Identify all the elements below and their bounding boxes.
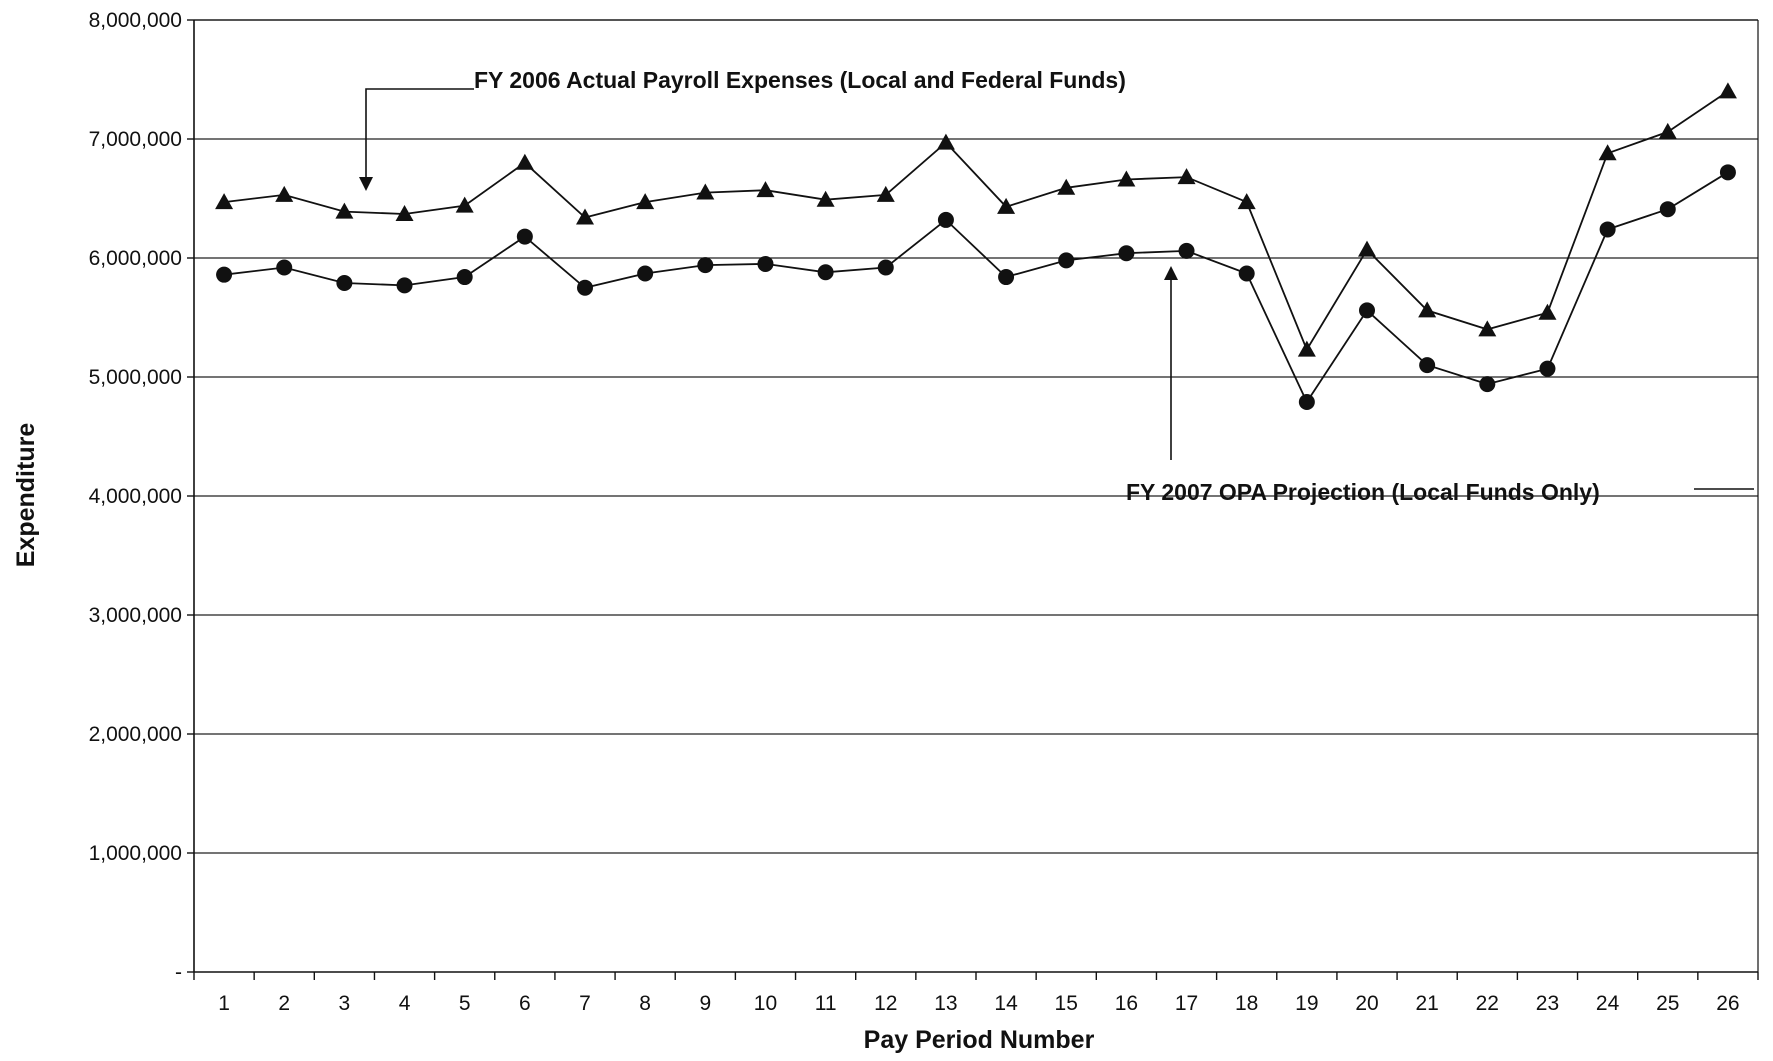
data-point-circle: [1359, 302, 1375, 318]
data-point-circle: [517, 229, 533, 245]
x-tick-label: 22: [1476, 992, 1499, 1015]
data-point-circle: [1179, 243, 1195, 259]
x-tick-label: 7: [579, 992, 591, 1015]
annotation-fy2006: FY 2006 Actual Payroll Expenses (Local a…: [474, 67, 1126, 93]
y-tick-label: 1,000,000: [89, 842, 182, 865]
x-tick-label: 10: [754, 992, 777, 1015]
data-point-circle: [1660, 201, 1676, 217]
x-tick-label: 4: [399, 992, 411, 1015]
x-tick-label: 1: [218, 992, 230, 1015]
x-tick-label: 15: [1055, 992, 1078, 1015]
data-point-circle: [818, 264, 834, 280]
data-point-circle: [637, 265, 653, 281]
data-point-circle: [697, 257, 713, 273]
y-tick-label: 2,000,000: [89, 723, 182, 746]
y-tick-label: -: [175, 961, 182, 984]
y-tick-label: 7,000,000: [89, 128, 182, 151]
data-point-circle: [1118, 245, 1134, 261]
data-point-circle: [1419, 357, 1435, 373]
x-tick-label: 25: [1656, 992, 1679, 1015]
data-point-circle: [1239, 265, 1255, 281]
data-point-circle: [1479, 376, 1495, 392]
data-point-circle: [577, 280, 593, 296]
data-point-circle: [938, 212, 954, 228]
x-tick-label: 19: [1295, 992, 1318, 1015]
y-tick-label: 3,000,000: [89, 604, 182, 627]
data-point-circle: [757, 256, 773, 272]
data-point-circle: [998, 269, 1014, 285]
data-point-circle: [1600, 221, 1616, 237]
x-tick-label: 8: [639, 992, 651, 1015]
data-point-circle: [1299, 394, 1315, 410]
x-tick-label: 23: [1536, 992, 1559, 1015]
x-tick-label: 5: [459, 992, 471, 1015]
data-point-circle: [336, 275, 352, 291]
x-tick-label: 9: [699, 992, 711, 1015]
y-tick-label: 5,000,000: [89, 366, 182, 389]
data-point-circle: [1058, 252, 1074, 268]
x-tick-label: 3: [339, 992, 351, 1015]
x-tick-label: 26: [1716, 992, 1739, 1015]
x-tick-label: 13: [934, 992, 957, 1015]
x-tick-label: 6: [519, 992, 531, 1015]
x-tick-label: 11: [815, 992, 837, 1015]
y-axis-title: Expenditure: [12, 423, 40, 568]
annotation-fy2007: FY 2007 OPA Projection (Local Funds Only…: [1126, 479, 1600, 505]
data-point-circle: [276, 260, 292, 276]
data-point-circle: [1539, 361, 1555, 377]
x-tick-label: 20: [1355, 992, 1378, 1015]
x-tick-label: 24: [1596, 992, 1620, 1015]
y-tick-label: 4,000,000: [89, 485, 182, 508]
y-tick-label: 6,000,000: [89, 247, 182, 270]
x-tick-label: 16: [1115, 992, 1138, 1015]
data-point-circle: [216, 267, 232, 283]
x-tick-label: 17: [1175, 992, 1198, 1015]
x-tick-label: 12: [874, 992, 897, 1015]
x-tick-label: 21: [1415, 992, 1438, 1015]
x-tick-label: 14: [994, 992, 1018, 1015]
data-point-circle: [878, 260, 894, 276]
x-axis-title: Pay Period Number: [864, 1026, 1095, 1054]
y-tick-label: 8,000,000: [89, 9, 182, 32]
x-tick-label: 2: [278, 992, 290, 1015]
data-point-circle: [397, 277, 413, 293]
data-point-circle: [457, 269, 473, 285]
x-tick-label: 18: [1235, 992, 1258, 1015]
data-point-circle: [1720, 164, 1736, 180]
